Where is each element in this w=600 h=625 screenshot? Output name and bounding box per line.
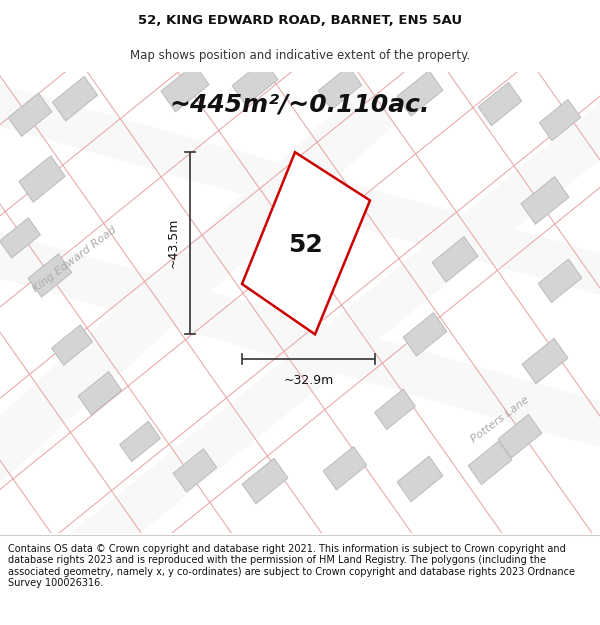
Polygon shape (318, 66, 362, 109)
Polygon shape (161, 64, 209, 112)
Polygon shape (0, 217, 40, 258)
Polygon shape (498, 414, 542, 458)
Polygon shape (119, 421, 160, 462)
Polygon shape (232, 60, 278, 106)
Polygon shape (19, 156, 65, 202)
Polygon shape (0, 211, 600, 469)
Polygon shape (478, 82, 522, 126)
Polygon shape (8, 93, 52, 136)
Polygon shape (468, 441, 512, 484)
Polygon shape (522, 338, 568, 384)
Polygon shape (0, 84, 395, 541)
Text: 52, KING EDWARD ROAD, BARNET, EN5 5AU: 52, KING EDWARD ROAD, BARNET, EN5 5AU (138, 14, 462, 28)
Polygon shape (538, 259, 582, 302)
Polygon shape (173, 449, 217, 492)
Polygon shape (432, 237, 478, 282)
Polygon shape (397, 456, 443, 502)
Text: King Edward Road: King Edward Road (31, 225, 119, 294)
Polygon shape (403, 312, 447, 356)
Polygon shape (397, 71, 443, 116)
Polygon shape (323, 447, 367, 490)
Polygon shape (374, 389, 415, 429)
Polygon shape (539, 99, 581, 141)
Text: Potters Lane: Potters Lane (469, 395, 531, 445)
Polygon shape (28, 254, 72, 297)
Polygon shape (78, 372, 122, 415)
Text: Contains OS data © Crown copyright and database right 2021. This information is : Contains OS data © Crown copyright and d… (8, 544, 575, 588)
Text: 52: 52 (287, 233, 322, 258)
Polygon shape (242, 458, 288, 504)
Text: ~32.9m: ~32.9m (283, 374, 334, 387)
Text: Map shows position and indicative extent of the property.: Map shows position and indicative extent… (130, 49, 470, 62)
Polygon shape (52, 325, 92, 365)
Polygon shape (52, 76, 98, 121)
Text: ~445m²/~0.110ac.: ~445m²/~0.110ac. (170, 92, 430, 116)
Text: ~43.5m: ~43.5m (167, 218, 180, 269)
Polygon shape (242, 152, 370, 334)
Polygon shape (521, 177, 569, 224)
Polygon shape (67, 97, 600, 572)
Polygon shape (0, 63, 600, 316)
